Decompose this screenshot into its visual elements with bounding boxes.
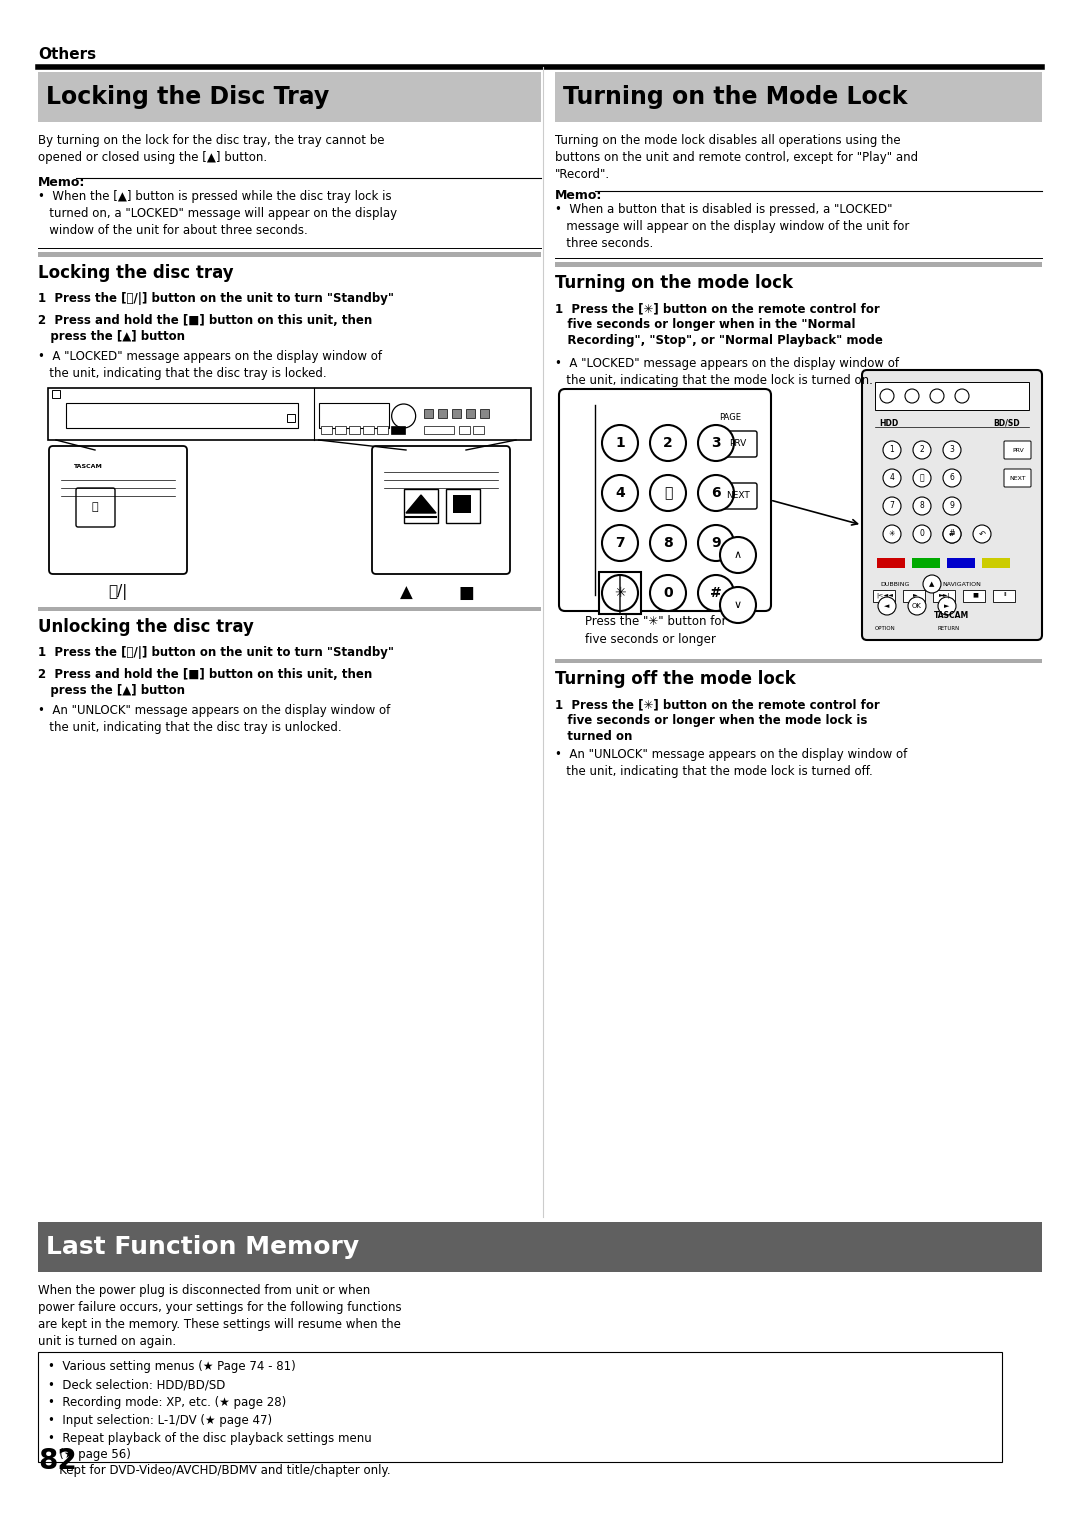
Text: PAGE: PAGE — [719, 412, 741, 421]
Circle shape — [698, 525, 734, 560]
Text: 8: 8 — [920, 501, 924, 510]
Text: ►: ► — [913, 592, 917, 597]
Text: ■: ■ — [972, 592, 977, 597]
Text: 4: 4 — [616, 486, 625, 499]
Bar — [66, 403, 298, 428]
FancyBboxPatch shape — [718, 483, 757, 508]
Bar — [459, 426, 470, 434]
Text: OK: OK — [913, 603, 922, 609]
Text: ■: ■ — [458, 583, 474, 602]
FancyBboxPatch shape — [76, 489, 114, 527]
Text: NEXT: NEXT — [1010, 475, 1026, 481]
Circle shape — [913, 496, 931, 515]
Bar — [423, 409, 433, 418]
Text: •  Repeat playback of the disc playback settings menu
   (★ page 56)
   Kept for: • Repeat playback of the disc playback s… — [48, 1432, 391, 1477]
Text: 8: 8 — [663, 536, 673, 550]
Text: •  Input selection: L-1/DV (★ page 47): • Input selection: L-1/DV (★ page 47) — [48, 1414, 272, 1428]
Bar — [38, 72, 541, 122]
Circle shape — [913, 441, 931, 460]
Circle shape — [908, 597, 926, 615]
Text: ▲: ▲ — [400, 583, 413, 602]
Text: 1  Press the [⏻/|] button on the unit to turn "Standby": 1 Press the [⏻/|] button on the unit to … — [38, 646, 394, 660]
Bar — [877, 557, 905, 568]
Text: ⓔ: ⓔ — [920, 473, 924, 483]
Text: TASCAM: TASCAM — [934, 611, 970, 620]
Circle shape — [883, 441, 901, 460]
Bar — [963, 589, 985, 602]
Text: Memo:: Memo: — [38, 176, 85, 189]
Bar — [423, 426, 454, 434]
Circle shape — [720, 538, 756, 573]
Circle shape — [943, 496, 961, 515]
Text: 1  Press the [⏻/|] button on the unit to turn "Standby": 1 Press the [⏻/|] button on the unit to … — [38, 292, 394, 305]
Bar — [38, 1351, 1002, 1461]
Text: Turning off the mode lock: Turning off the mode lock — [555, 670, 796, 689]
FancyBboxPatch shape — [372, 446, 510, 574]
Text: 3: 3 — [949, 446, 955, 455]
Text: Unlocking the disc tray: Unlocking the disc tray — [38, 618, 254, 637]
Circle shape — [913, 469, 931, 487]
Bar — [377, 426, 388, 434]
Text: When the power plug is disconnected from unit or when
power failure occurs, your: When the power plug is disconnected from… — [38, 1284, 402, 1348]
Text: 82: 82 — [38, 1448, 77, 1475]
Text: NEXT: NEXT — [726, 492, 750, 501]
Bar — [599, 573, 642, 614]
Bar — [465, 409, 474, 418]
Circle shape — [905, 389, 919, 403]
Text: •  An "UNLOCK" message appears on the display window of
   the unit, indicating : • An "UNLOCK" message appears on the dis… — [38, 704, 390, 734]
Text: 7: 7 — [890, 501, 894, 510]
Text: |<◄◄: |<◄◄ — [877, 592, 893, 597]
Text: ⏻: ⏻ — [92, 502, 98, 512]
Text: ⏻/|: ⏻/| — [108, 583, 127, 600]
Text: 2  Press and hold the [■] button on this unit, then
   press the [▲] button: 2 Press and hold the [■] button on this … — [38, 315, 373, 344]
Bar — [993, 589, 1015, 602]
Circle shape — [955, 389, 969, 403]
Text: Turning on the mode lock: Turning on the mode lock — [555, 273, 793, 292]
Text: #: # — [711, 586, 721, 600]
Text: 6: 6 — [949, 473, 955, 483]
Bar — [38, 608, 541, 611]
Bar — [480, 409, 488, 418]
Circle shape — [650, 475, 686, 512]
Circle shape — [698, 475, 734, 512]
Text: •  Deck selection: HDD/BD/SD: • Deck selection: HDD/BD/SD — [48, 1377, 226, 1391]
Circle shape — [698, 576, 734, 611]
Text: II: II — [1003, 592, 1007, 597]
Text: •  An "UNLOCK" message appears on the display window of
   the unit, indicating : • An "UNLOCK" message appears on the dis… — [555, 748, 907, 777]
Circle shape — [943, 525, 961, 544]
Text: ►: ► — [944, 603, 949, 609]
Text: Turning on the Mode Lock: Turning on the Mode Lock — [563, 86, 907, 108]
Text: #: # — [949, 530, 955, 539]
Text: ✳: ✳ — [889, 530, 895, 539]
Text: By turning on the lock for the disc tray, the tray cannot be
opened or closed us: By turning on the lock for the disc tray… — [38, 134, 384, 163]
Circle shape — [720, 586, 756, 623]
Text: •  When the [▲] button is pressed while the disc tray lock is
   turned on, a "L: • When the [▲] button is pressed while t… — [38, 189, 397, 237]
Text: ✳: ✳ — [615, 586, 625, 600]
Bar — [349, 426, 360, 434]
Circle shape — [939, 597, 956, 615]
Text: ↶: ↶ — [978, 530, 986, 539]
Polygon shape — [406, 495, 436, 513]
Text: 4: 4 — [890, 473, 894, 483]
Circle shape — [878, 597, 896, 615]
Text: Last Function Memory: Last Function Memory — [46, 1235, 360, 1258]
Text: Locking the Disc Tray: Locking the Disc Tray — [46, 86, 329, 108]
Circle shape — [650, 425, 686, 461]
Text: 9: 9 — [949, 501, 955, 510]
Circle shape — [698, 425, 734, 461]
Bar — [903, 589, 924, 602]
Text: Press the "✳" button for
five seconds or longer: Press the "✳" button for five seconds or… — [585, 615, 727, 646]
Bar — [335, 426, 346, 434]
Bar — [473, 426, 484, 434]
Bar — [437, 409, 447, 418]
Bar — [52, 389, 60, 399]
Bar — [391, 426, 405, 434]
Bar — [873, 589, 895, 602]
Bar — [875, 382, 1029, 411]
Bar — [404, 489, 438, 524]
Circle shape — [880, 389, 894, 403]
Circle shape — [602, 475, 638, 512]
FancyBboxPatch shape — [49, 446, 187, 574]
Text: DUBBING: DUBBING — [880, 582, 909, 586]
Text: ⓔ: ⓔ — [664, 486, 672, 499]
